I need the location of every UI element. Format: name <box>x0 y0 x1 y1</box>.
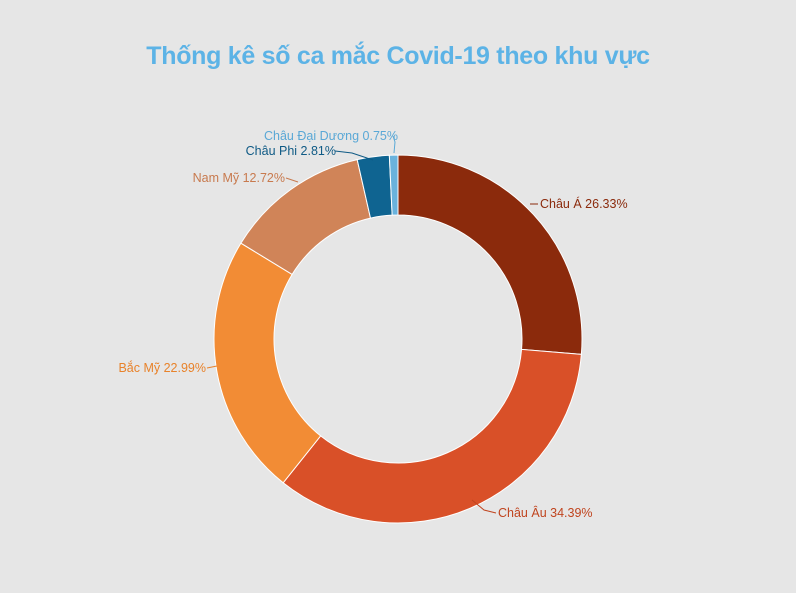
slice-chau-dai-duong[interactable] <box>388 154 399 216</box>
data-label-chau-a: Châu Á 26.33% <box>540 196 628 211</box>
leader-line-chau-dai-duong <box>392 135 396 154</box>
leader-line-chau-au <box>471 499 497 514</box>
data-label-chau-dai-duong: Châu Đại Dương 0.75% <box>264 129 398 143</box>
leader-line-nam-my <box>285 177 299 183</box>
data-label-chau-au: Châu Âu 34.39% <box>498 505 593 520</box>
slice-chau-a[interactable] <box>397 154 583 355</box>
leader-line-bac-my <box>206 365 218 369</box>
leader-line-chau-phi <box>334 150 374 161</box>
slice-bac-my[interactable] <box>213 242 322 484</box>
chart-title: Thống kê số ca mắc Covid-19 theo khu vực <box>146 42 650 70</box>
slice-chau-au[interactable] <box>282 348 582 524</box>
data-label-chau-phi: Châu Phi 2.81% <box>246 144 336 158</box>
data-label-bac-my: Bắc Mỹ 22.99% <box>118 360 206 375</box>
data-label-nam-my: Nam Mỹ 12.72% <box>193 171 285 185</box>
